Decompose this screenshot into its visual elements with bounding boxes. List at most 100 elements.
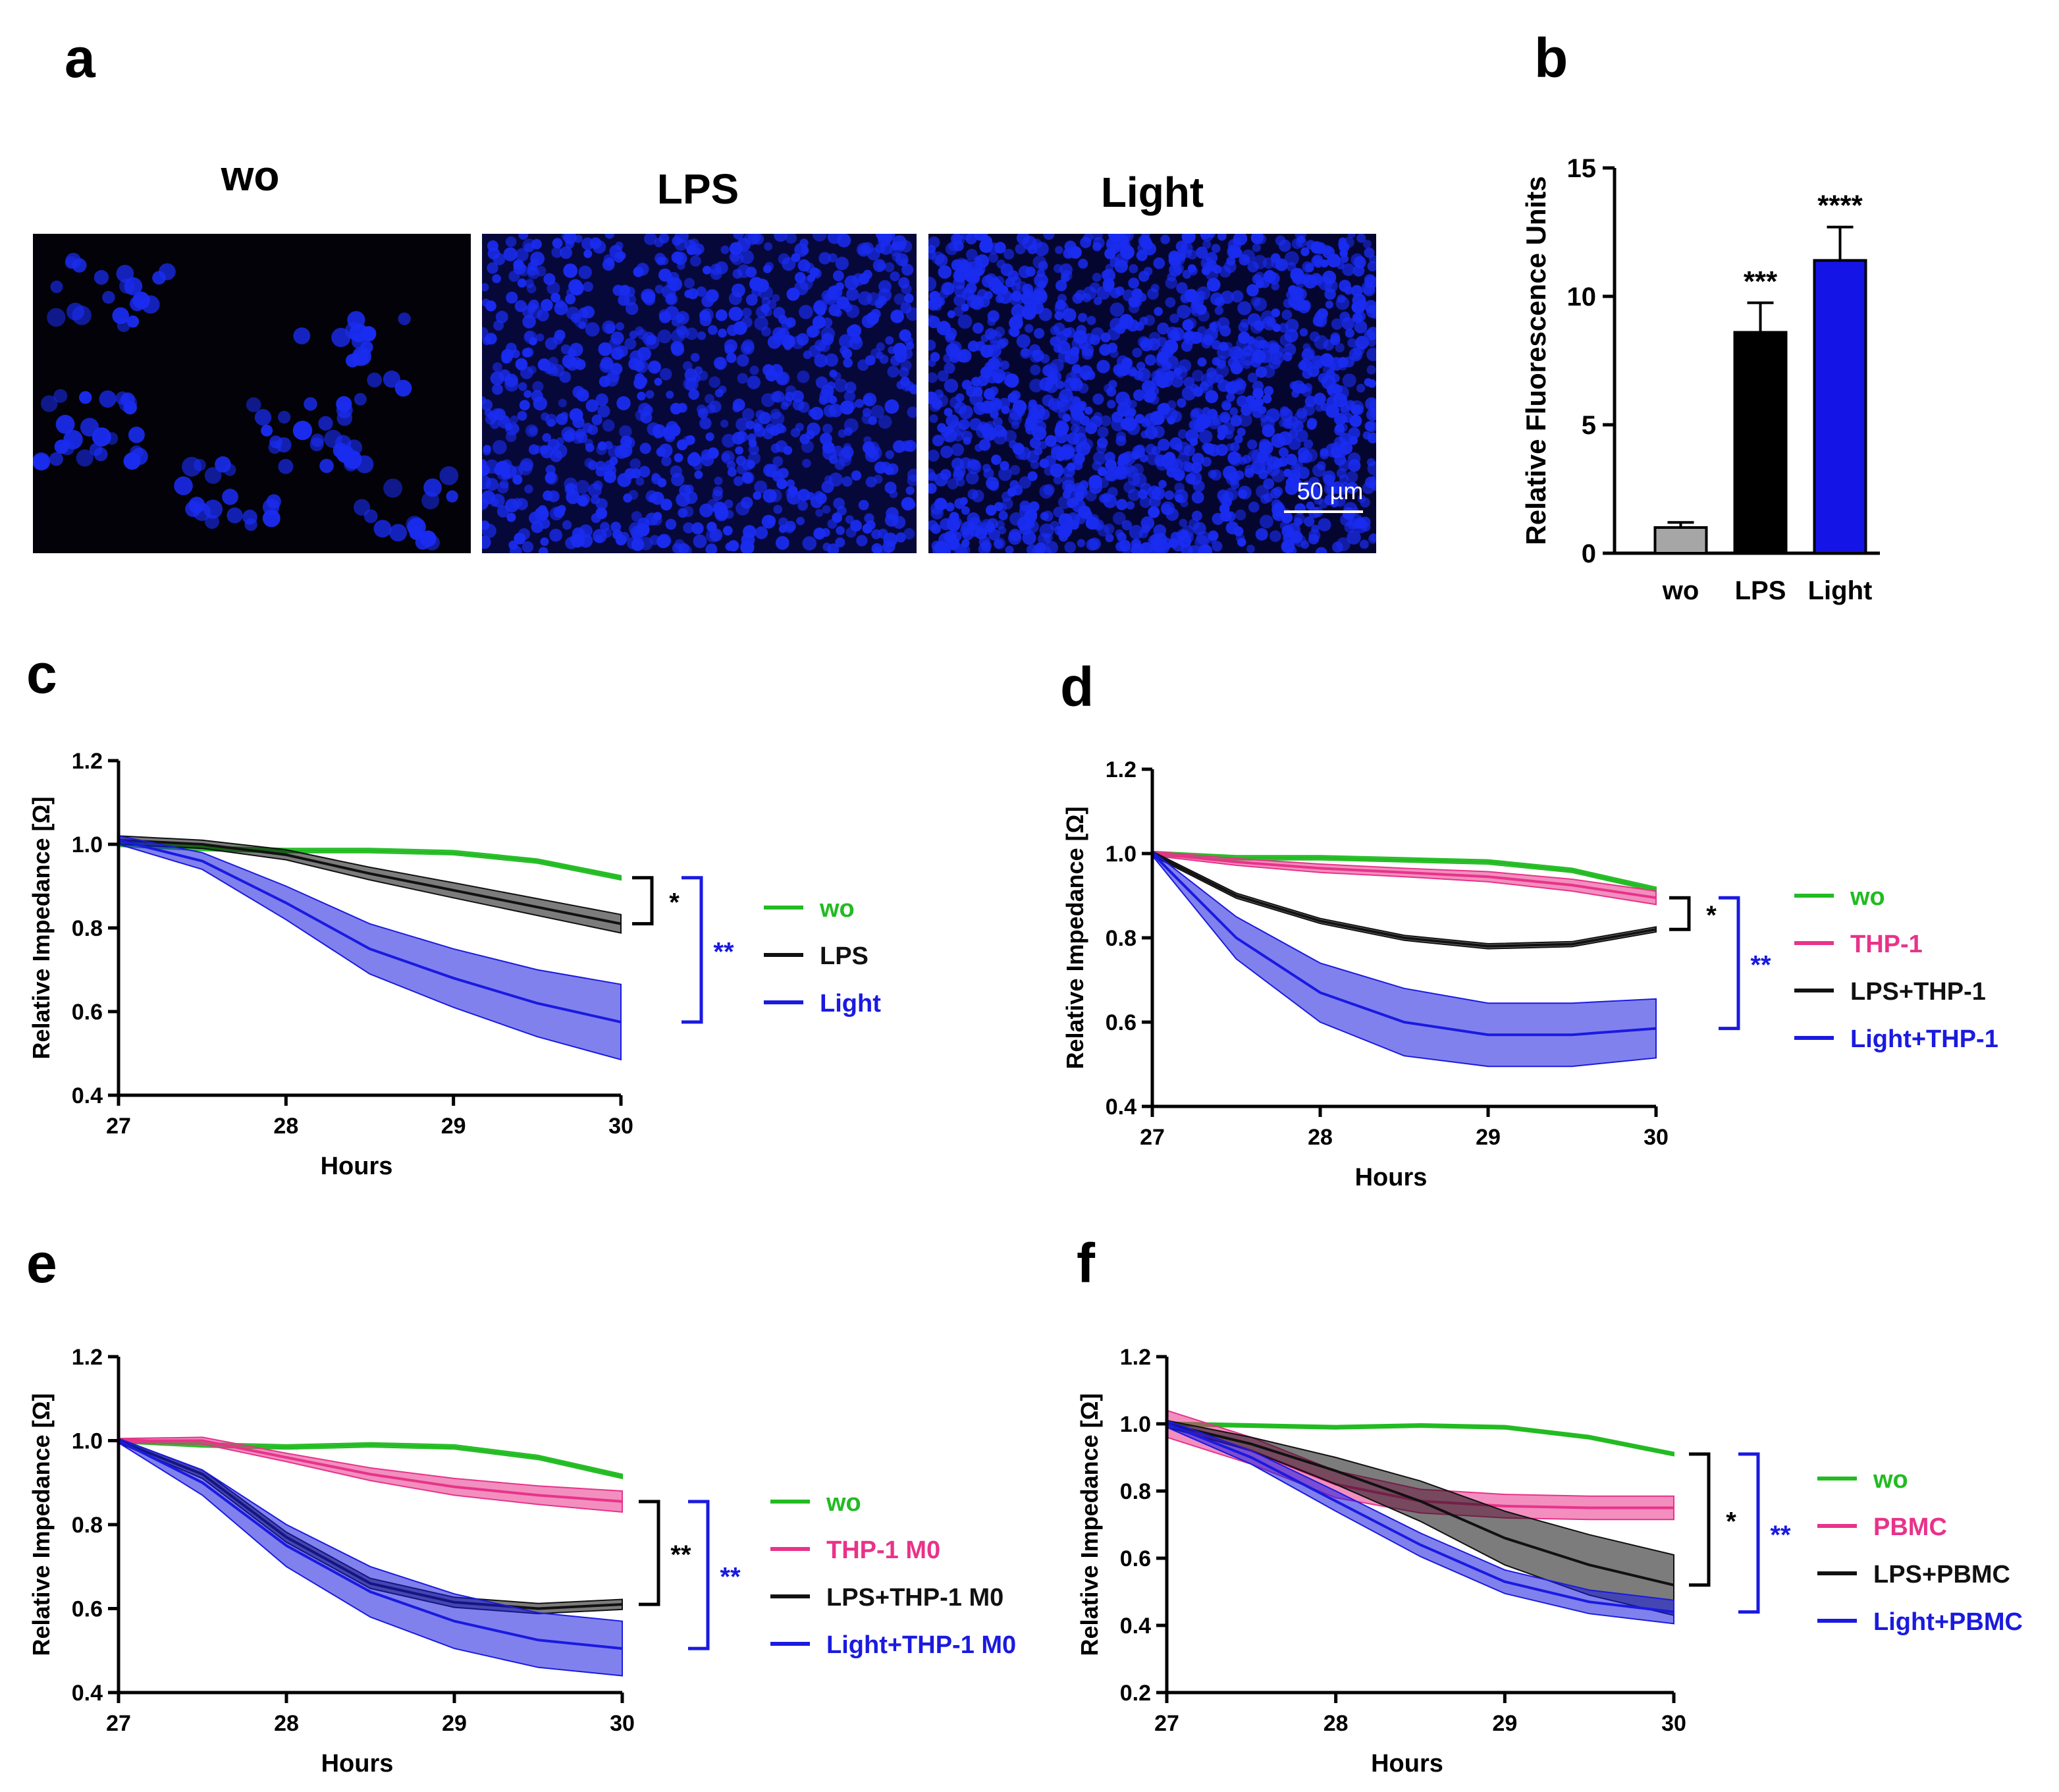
nucleus bbox=[319, 458, 334, 474]
nucleus bbox=[1217, 431, 1225, 441]
nucleus bbox=[843, 358, 853, 368]
nucleus bbox=[551, 246, 563, 258]
legend-label: PBMC bbox=[1873, 1513, 1947, 1541]
nucleus bbox=[482, 459, 487, 468]
nucleus bbox=[1099, 344, 1111, 356]
y-tick-label: 1.0 bbox=[72, 832, 103, 857]
y-tick-label: 1.0 bbox=[72, 1429, 103, 1454]
nucleus bbox=[639, 537, 653, 551]
nucleus bbox=[1255, 528, 1268, 541]
nucleus bbox=[1181, 234, 1196, 244]
nucleus bbox=[1148, 506, 1160, 518]
nucleus bbox=[609, 456, 618, 466]
nucleus bbox=[495, 310, 508, 323]
nucleus bbox=[773, 306, 786, 319]
y-tick-label: 1.2 bbox=[1120, 1345, 1151, 1370]
nucleus bbox=[626, 302, 639, 315]
nucleus bbox=[1219, 342, 1229, 352]
significance-label: * bbox=[669, 888, 680, 917]
nucleus bbox=[1238, 322, 1249, 333]
nucleus bbox=[700, 308, 714, 321]
nucleus bbox=[747, 234, 761, 244]
nucleus bbox=[572, 386, 585, 398]
significance-bracket bbox=[639, 1500, 660, 1606]
nucleus bbox=[1154, 454, 1167, 467]
nucleus bbox=[786, 287, 800, 301]
nucleus bbox=[735, 446, 743, 455]
nucleus bbox=[660, 499, 672, 511]
nucleus bbox=[652, 424, 666, 438]
nucleus bbox=[508, 540, 518, 550]
nucleus bbox=[587, 460, 598, 470]
significance-bracket bbox=[1669, 896, 1691, 931]
nucleus bbox=[741, 308, 752, 318]
nucleus bbox=[1030, 460, 1040, 470]
nucleus bbox=[845, 515, 854, 524]
nucleus bbox=[293, 327, 311, 344]
nucleus bbox=[666, 294, 677, 305]
nucleus bbox=[674, 453, 683, 462]
nucleus bbox=[835, 537, 845, 548]
nucleus bbox=[656, 256, 666, 265]
nucleus bbox=[1190, 384, 1199, 393]
nucleus bbox=[1262, 424, 1275, 437]
nucleus bbox=[802, 536, 817, 551]
nucleus bbox=[1364, 247, 1375, 258]
nucleus bbox=[1281, 310, 1293, 320]
nucleus bbox=[887, 366, 899, 378]
nucleus bbox=[657, 477, 667, 487]
y-tick-label: 1.2 bbox=[1106, 757, 1136, 782]
nucleus bbox=[754, 480, 768, 494]
y-tick-label: 0.4 bbox=[72, 1083, 103, 1108]
nucleus bbox=[1229, 407, 1239, 416]
legend-label: wo bbox=[1850, 883, 1885, 911]
y-tick-label: 0 bbox=[1582, 539, 1596, 568]
nucleus bbox=[928, 277, 937, 292]
nucleus bbox=[957, 314, 973, 329]
nucleus bbox=[1086, 315, 1096, 325]
nucleus bbox=[639, 443, 651, 454]
nucleus bbox=[1248, 501, 1260, 513]
nucleus bbox=[851, 470, 862, 481]
nucleus bbox=[1039, 523, 1054, 538]
nucleus bbox=[987, 358, 1000, 371]
nucleus bbox=[672, 236, 682, 246]
nucleus bbox=[616, 322, 624, 331]
nucleus bbox=[383, 478, 403, 498]
y-tick-label: 10 bbox=[1567, 283, 1597, 312]
nucleus bbox=[774, 423, 785, 434]
nucleus bbox=[503, 247, 518, 261]
nucleus bbox=[1342, 263, 1355, 277]
nucleus bbox=[1177, 398, 1187, 408]
panel-letter-b: b bbox=[1534, 27, 1568, 89]
nucleus bbox=[1341, 317, 1354, 330]
nucleus bbox=[940, 469, 951, 481]
nucleus bbox=[1110, 244, 1120, 254]
nucleus bbox=[1119, 238, 1128, 248]
nucleus bbox=[599, 359, 613, 373]
nucleus bbox=[1065, 327, 1076, 339]
nucleus bbox=[982, 427, 997, 441]
nucleus bbox=[1255, 234, 1267, 245]
nucleus bbox=[188, 497, 205, 514]
nucleus bbox=[1143, 267, 1153, 276]
nucleus bbox=[992, 368, 1005, 382]
x-tick-label: 29 bbox=[441, 1114, 466, 1139]
nucleus bbox=[715, 309, 728, 321]
nucleus bbox=[631, 468, 641, 479]
nucleus bbox=[1116, 499, 1128, 510]
nucleus bbox=[867, 292, 880, 306]
nucleus bbox=[585, 443, 595, 452]
nucleus bbox=[986, 476, 999, 490]
nucleus bbox=[1210, 292, 1223, 306]
nucleus bbox=[1120, 418, 1133, 431]
nucleus bbox=[728, 306, 743, 321]
nucleus bbox=[1252, 243, 1261, 252]
nucleus bbox=[682, 506, 694, 518]
nucleus bbox=[1077, 539, 1086, 547]
nucleus bbox=[696, 286, 707, 297]
nucleus bbox=[1154, 307, 1163, 316]
nucleus bbox=[635, 360, 649, 373]
nucleus bbox=[538, 547, 548, 553]
nucleus bbox=[801, 440, 814, 453]
